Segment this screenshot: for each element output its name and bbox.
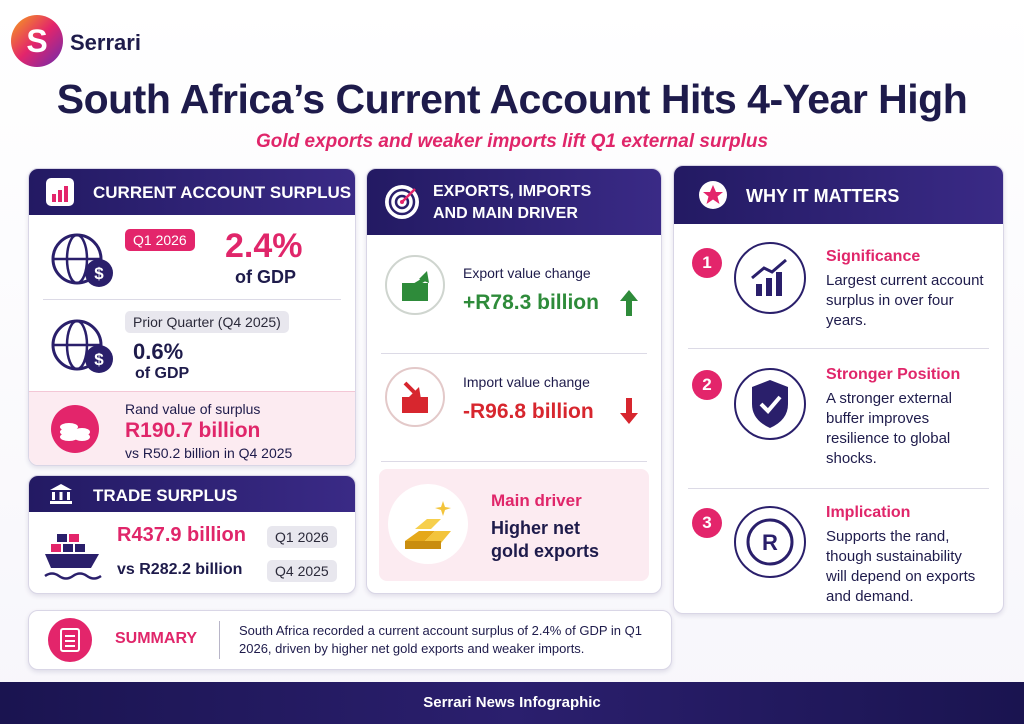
footer: Serrari News Infographic bbox=[0, 682, 1024, 724]
drivers-panel: EXPORTS, IMPORTS AND MAIN DRIVER Export … bbox=[366, 168, 662, 594]
item-number: 2 bbox=[692, 370, 722, 400]
main-driver-text: Higher net gold exports bbox=[491, 518, 600, 561]
summary-label: SUMMARY bbox=[115, 630, 198, 647]
current-account-panel: CURRENT ACCOUNT SURPLUS $ Q1 2026 2.4% o… bbox=[28, 168, 356, 466]
panel-heading: TRADE SURPLUS bbox=[93, 486, 238, 505]
import-label: Import value change bbox=[463, 374, 590, 390]
item-text: Largest current account surplus in over … bbox=[826, 272, 984, 329]
panel-heading: CURRENT ACCOUNT SURPLUS bbox=[93, 183, 352, 202]
svg-text:S: S bbox=[26, 23, 47, 59]
why-item: 2 Stronger Position A stronger external … bbox=[674, 352, 1003, 476]
chart-icon bbox=[46, 178, 74, 206]
import-icon bbox=[385, 367, 445, 427]
panel-heading: EXPORTS, IMPORTS AND MAIN DRIVER bbox=[433, 183, 592, 222]
item-number: 1 bbox=[692, 248, 722, 278]
shield-icon bbox=[734, 368, 806, 440]
period-badge: Prior Quarter (Q4 2025) bbox=[125, 311, 289, 333]
target-icon bbox=[385, 185, 419, 219]
globe-icon: $ bbox=[51, 233, 113, 287]
rand-value: R190.7 billion bbox=[125, 419, 261, 442]
summary-text: South Africa recorded a current account … bbox=[239, 623, 642, 656]
bank-icon bbox=[50, 484, 72, 504]
coins-icon bbox=[51, 405, 99, 453]
current-unit: of GDP bbox=[235, 267, 296, 287]
period-badge: Q4 2025 bbox=[267, 560, 337, 582]
star-icon bbox=[699, 181, 727, 209]
clipboard-icon bbox=[48, 618, 92, 662]
trade-prior-value: vs R282.2 billion bbox=[117, 561, 243, 578]
item-title: Stronger Position bbox=[826, 366, 961, 383]
main-driver-label: Main driver bbox=[491, 491, 582, 510]
svg-text:$: $ bbox=[94, 350, 104, 369]
svg-text:$: $ bbox=[94, 264, 104, 283]
current-value: 2.4% bbox=[225, 227, 303, 265]
panel-heading: WHY IT MATTERS bbox=[746, 186, 900, 206]
export-value: +R78.3 billion bbox=[463, 291, 599, 314]
main-driver-box: Main driver Higher net gold exports bbox=[379, 469, 649, 581]
brand: Serrari bbox=[70, 30, 141, 55]
subtitle: Gold exports and weaker imports lift Q1 … bbox=[255, 131, 769, 152]
item-number: 3 bbox=[692, 508, 722, 538]
ship-icon bbox=[44, 534, 102, 580]
panel-header: CURRENT ACCOUNT SURPLUS bbox=[29, 169, 355, 215]
rand-icon: R bbox=[734, 506, 806, 578]
logo: S bbox=[11, 15, 63, 67]
period-badge: Q1 2026 bbox=[267, 526, 337, 548]
import-value: -R96.8 billion bbox=[463, 400, 594, 423]
item-title: Significance bbox=[826, 248, 921, 265]
item-title: Implication bbox=[826, 504, 911, 521]
panel-header: WHY IT MATTERS bbox=[674, 166, 1003, 224]
svg-text:R: R bbox=[762, 530, 778, 555]
trade-value: R437.9 billion bbox=[117, 524, 246, 546]
export-icon bbox=[385, 255, 445, 315]
rand-box: Rand value of surplus R190.7 billion vs … bbox=[29, 391, 355, 465]
item-text: Supports the rand, though sustainability… bbox=[826, 528, 976, 605]
why-item: 3 R Implication Supports the rand, thoug… bbox=[674, 492, 1003, 612]
summary-panel: SUMMARY South Africa recorded a current … bbox=[28, 610, 672, 670]
period-badge: Q1 2026 bbox=[125, 229, 195, 251]
prior-value: 0.6% bbox=[133, 339, 184, 364]
down-arrow bbox=[620, 398, 638, 424]
panel-header: EXPORTS, IMPORTS AND MAIN DRIVER bbox=[367, 169, 661, 235]
panel-header: TRADE SURPLUS bbox=[29, 476, 355, 512]
growth-icon bbox=[734, 242, 806, 314]
why-panel: WHY IT MATTERS 1 Significance Largest cu… bbox=[673, 165, 1004, 614]
why-item: 1 Significance Largest current account s… bbox=[674, 224, 1003, 348]
title: South Africa’s Current Account Hits 4-Ye… bbox=[56, 76, 968, 122]
globe-icon: $ bbox=[51, 319, 113, 373]
item-text: A stronger external buffer improves resi… bbox=[826, 390, 952, 467]
rand-label: Rand value of surplus bbox=[125, 401, 261, 417]
rand-comparison: vs R50.2 billion in Q4 2025 bbox=[125, 445, 293, 461]
export-label: Export value change bbox=[463, 265, 591, 281]
trade-surplus-panel: TRADE SURPLUS R437.9 billion Q1 2026 vs … bbox=[28, 475, 356, 594]
up-arrow bbox=[620, 290, 638, 316]
prior-unit: of GDP bbox=[135, 365, 190, 382]
gold-icon bbox=[388, 484, 468, 564]
